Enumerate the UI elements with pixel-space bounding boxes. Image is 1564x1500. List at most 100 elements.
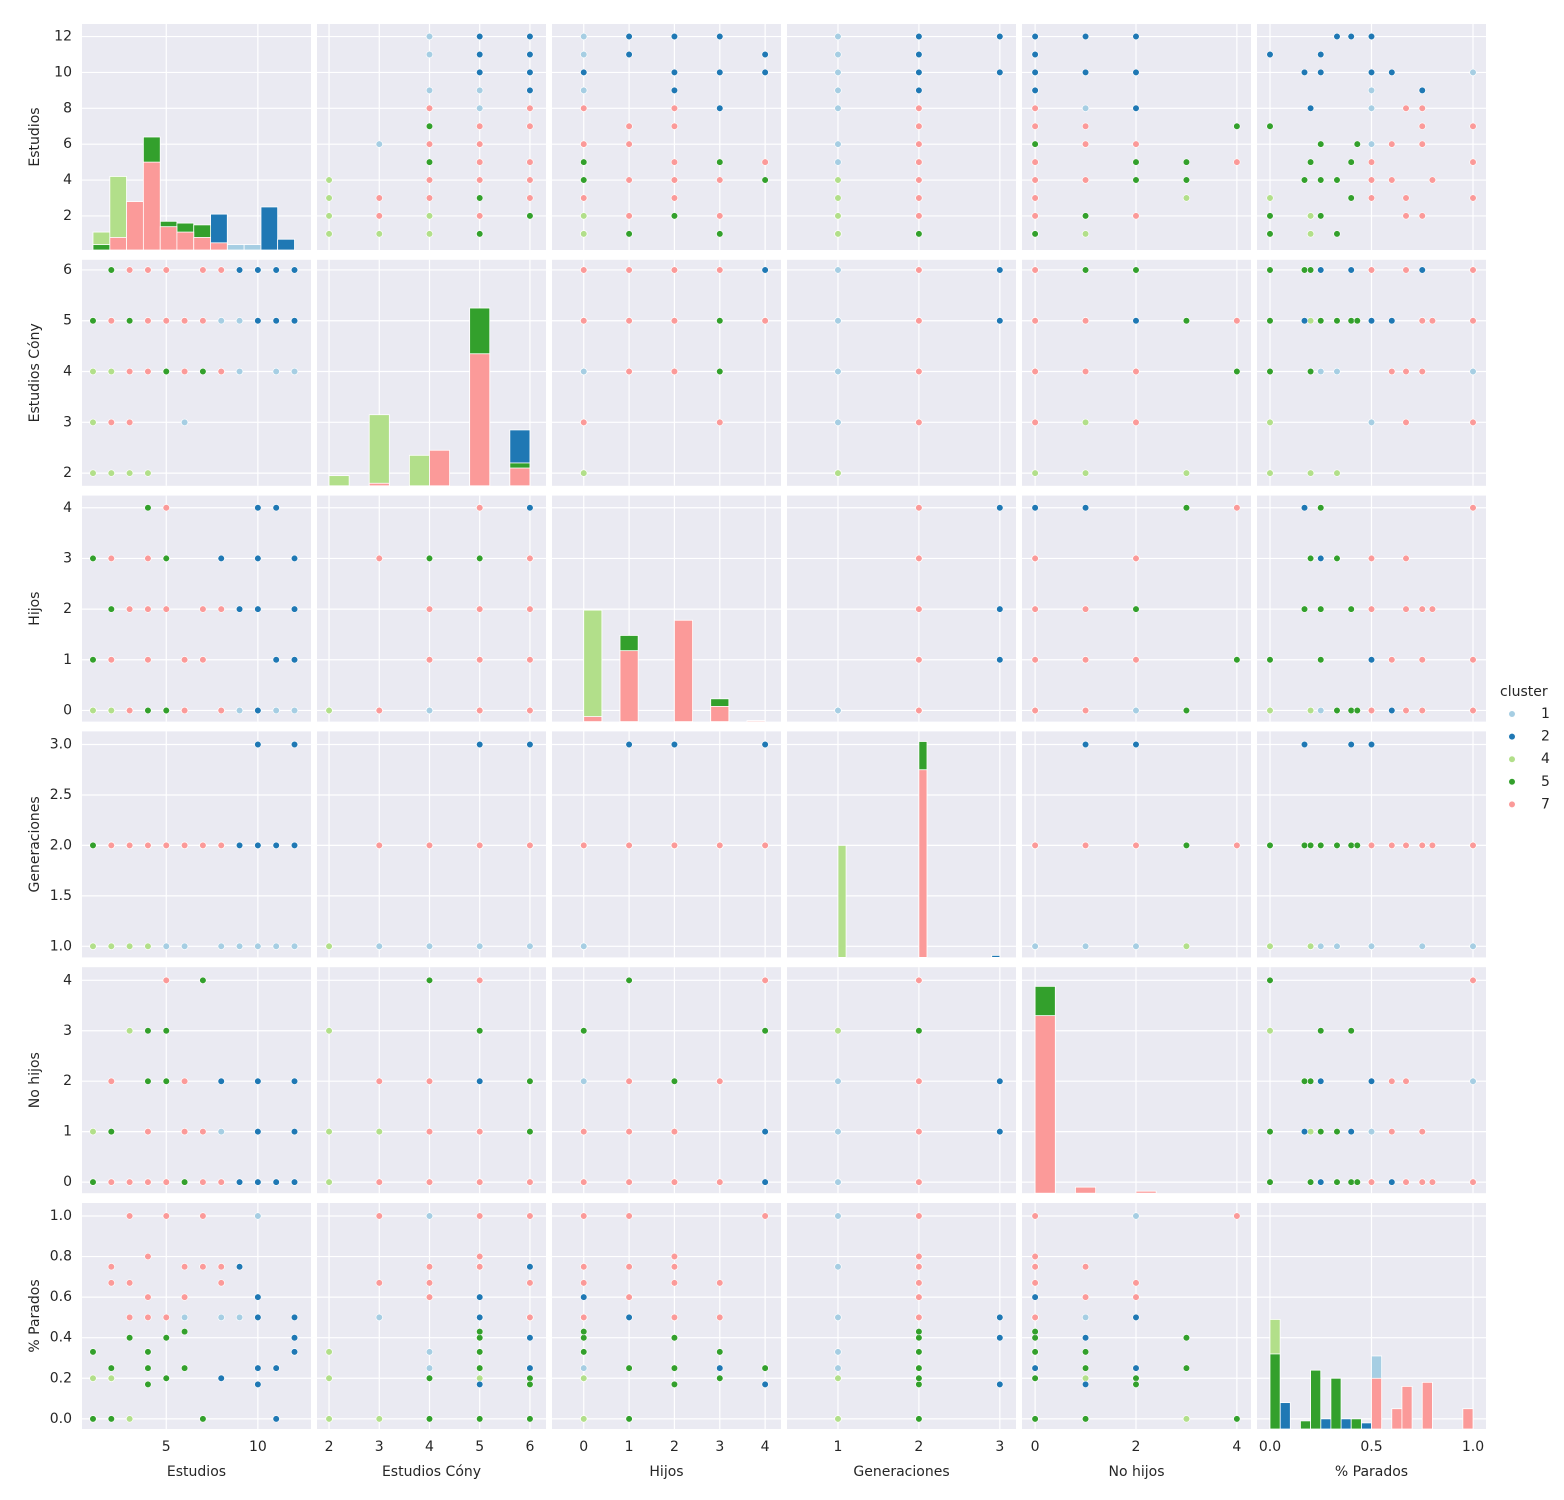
scatter-point [1306,317,1315,325]
scatter-point [580,266,588,274]
scatter-point [580,367,588,376]
scatter-point [254,266,262,274]
scatter-point [425,1364,434,1372]
y-tick-label: 2.0 [50,837,72,853]
histogram-bar [837,845,847,958]
scatter-point [1132,1364,1140,1372]
scatter-point [162,317,170,325]
histogram-bar [409,454,430,487]
scatter-point [162,1313,170,1322]
scatter-point [425,1212,434,1220]
scatter-point [1300,317,1309,325]
scatter-point [199,1128,207,1136]
scatter-point [1132,266,1140,274]
y-tick-label: 1.0 [50,1208,72,1224]
scatter-point [1333,554,1341,563]
scatter-point [375,212,383,220]
scatter-point [1333,841,1341,850]
scatter-point [1132,158,1140,166]
scatter-point [915,140,923,148]
scatter-point [126,605,134,613]
scatter-point [1469,656,1477,664]
x-tick-label: 0 [1031,1439,1040,1455]
scatter-point [1402,367,1410,376]
scatter-point [375,1077,383,1085]
scatter-point [235,1178,244,1186]
scatter-point [144,1380,152,1388]
scatter-point [180,1328,189,1336]
scatter-point [290,1077,299,1085]
scatter-point [1428,317,1437,325]
scatter-point [526,740,534,749]
histogram-bar [277,238,295,251]
scatter-point [580,1334,588,1342]
histogram-bar [710,705,730,722]
scatter-point [1182,942,1191,950]
scatter-point [476,605,484,613]
scatter-point [1367,418,1376,426]
scatter-point [1081,706,1090,715]
scatter-point [1266,706,1274,715]
scatter-point [580,1279,588,1287]
scatter-point [580,1293,588,1301]
scatter-point [1367,554,1376,563]
scatter-point [235,317,244,325]
histogram-bar [1269,1353,1281,1430]
scatter-point [1402,104,1410,112]
histogram-bar [328,475,350,487]
scatter-point [290,554,299,563]
scatter-point [1469,158,1477,166]
scatter-point [254,1313,262,1322]
scatter-point [144,266,152,274]
scatter-point [476,1128,484,1136]
scatter-point [235,605,244,613]
scatter-point [670,1279,679,1287]
scatter-point [476,1178,484,1186]
scatter-point [107,469,115,477]
scatter-point [162,554,170,563]
scatter-point [1031,50,1039,59]
scatter-point [325,1415,333,1423]
y-tick-label: 2 [63,601,72,617]
scatter-point [1418,1128,1426,1136]
scatter-point [89,1128,97,1136]
scatter-point [996,1077,1004,1085]
scatter-point [1132,605,1140,613]
scatter-point [1081,176,1090,184]
scatter-point [716,158,724,166]
scatter-point [272,706,280,715]
scatter-point [1388,706,1396,715]
scatter-point [1031,317,1039,325]
scatter-point [1317,1027,1325,1035]
scatter-point [1306,841,1315,850]
scatter-point [290,1348,299,1356]
scatter-point [476,1027,484,1035]
scatter-point [1266,1027,1274,1035]
scatter-point [254,1380,262,1388]
scatter-point [144,1027,152,1035]
scatter-point [1233,841,1241,850]
scatter-point [1306,1077,1315,1085]
scatter-point [625,1263,633,1271]
scatter-point [526,158,534,166]
histogram-bar [1034,1015,1056,1194]
scatter-point [476,1328,484,1336]
scatter-point [1367,942,1376,950]
scatter-point [915,605,923,613]
y-tick-label: 5 [63,313,72,329]
scatter-point [1233,504,1241,512]
scatter-point [670,212,679,220]
histogram-bar [193,237,212,251]
scatter-point [272,266,280,274]
scatter-point [915,104,923,112]
scatter-point [425,194,434,202]
y-axis-label: % Parados [27,1279,43,1352]
scatter-point [1182,176,1191,184]
scatter-point [162,504,170,512]
scatter-point [1266,942,1274,950]
scatter-point [375,140,383,148]
scatter-point [1266,230,1274,238]
scatter-point [915,68,923,77]
scatter-point [670,1128,679,1136]
scatter-point [1081,317,1090,325]
